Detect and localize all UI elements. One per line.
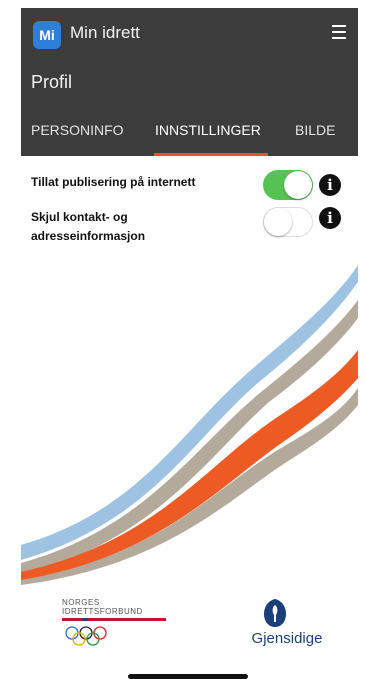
gjensidige-logo: Gjensidige — [242, 598, 332, 650]
nif-logo-line1: NORGES — [62, 598, 100, 607]
menu-bar-line — [332, 25, 346, 27]
app-header: Mi Min idrett Profil PERSONINFO INNSTILL… — [21, 8, 358, 156]
tab-bar: PERSONINFO INNSTILLINGER BILDE — [21, 114, 358, 156]
active-tab-indicator — [154, 153, 268, 156]
decorative-swoosh-graphic — [21, 265, 358, 585]
tab-personinfo[interactable]: PERSONINFO — [31, 122, 124, 138]
publish-toggle[interactable] — [263, 170, 313, 200]
setting-publish-label: Tillat publisering på internett — [31, 175, 196, 189]
flag-stripe — [62, 618, 166, 621]
tab-bilde[interactable]: BILDE — [295, 122, 336, 138]
setting-hide-contact-line2: adresseinformasjon — [31, 229, 146, 243]
app-title: Min idrett — [70, 23, 140, 42]
setting-hide-contact-label: Skjul kontakt- og adresseinformasjon — [31, 208, 145, 246]
tab-innstillinger[interactable]: INNSTILLINGER — [155, 122, 261, 138]
top-bar: Mi Min idrett — [21, 8, 358, 58]
menu-bar-line — [332, 31, 346, 33]
setting-hide-contact-line1: Skjul kontakt- og — [31, 210, 128, 224]
norges-idrettsforbund-logo: NORGES IDRETTSFORBUND — [62, 598, 172, 650]
page-title: Profil — [31, 72, 73, 92]
hide-contact-toggle[interactable] — [263, 207, 313, 237]
info-icon[interactable]: i — [319, 174, 341, 196]
flag-stripe-blue — [82, 618, 88, 621]
gjensidige-emblem-icon — [264, 599, 286, 627]
menu-bar-line — [332, 37, 346, 39]
gjensidige-wordmark: Gjensidige — [251, 630, 323, 647]
home-indicator[interactable] — [128, 674, 248, 679]
info-icon[interactable]: i — [319, 207, 341, 229]
toggle-knob — [284, 171, 312, 199]
hamburger-menu-icon[interactable] — [330, 22, 348, 42]
toggle-knob — [264, 208, 292, 236]
nif-logo-line2: IDRETTSFORBUND — [62, 607, 143, 616]
olympic-rings-icon — [62, 618, 166, 646]
min-idrett-logo-icon: Mi — [33, 21, 61, 49]
